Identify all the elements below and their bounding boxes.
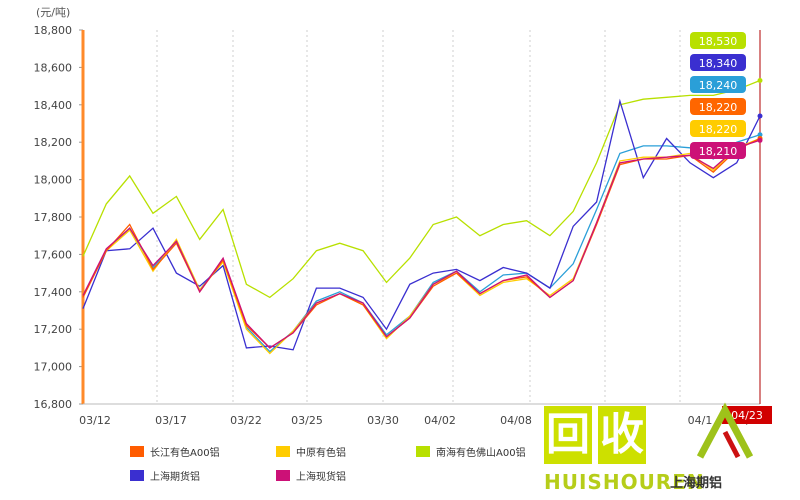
x-tick-label: 03/25	[291, 414, 323, 427]
end-value-label: 18,210	[699, 145, 738, 158]
cursor-date-label: 04/23	[731, 409, 763, 422]
x-tick-label: 04/02	[424, 414, 456, 427]
series-end-point	[757, 113, 763, 119]
watermark: 回 收 HUISHOUREN 上海期铝	[540, 400, 800, 500]
unit-label: (元/吨)	[36, 6, 71, 19]
legend-item: 上海现货铝	[276, 468, 346, 483]
series-line	[82, 137, 761, 355]
x-tick-label: 04/1	[688, 414, 713, 427]
y-tick-label: 17,200	[34, 323, 73, 336]
end-value-badge	[690, 54, 746, 71]
legend-item: 南海有色佛山A00铝	[416, 444, 526, 459]
end-value-badge	[690, 76, 746, 93]
y-tick-label: 18,400	[34, 99, 73, 112]
end-value-badge	[690, 142, 746, 159]
series-line	[82, 98, 761, 351]
legend-swatch	[130, 470, 144, 481]
series-line	[82, 139, 761, 349]
y-tick-label: 18,800	[34, 24, 73, 37]
x-tick-label: 03/17	[155, 414, 187, 427]
end-value-badge	[690, 120, 746, 137]
legend-item: 上海期货铝	[130, 468, 200, 483]
legend-label: 中原有色铝	[296, 448, 346, 459]
legend-swatch	[130, 446, 144, 457]
legend-label: 上海现货铝	[296, 472, 346, 483]
end-value-label: 18,240	[699, 79, 738, 92]
legend-swatch	[416, 446, 430, 457]
y-tick-label: 17,000	[34, 361, 73, 374]
end-value-badge	[690, 32, 746, 49]
watermark-latin: HUISHOUREN	[544, 470, 705, 494]
y-tick-label: 16,800	[34, 398, 73, 411]
series-end-point	[757, 132, 763, 138]
end-value-label: 18,220	[699, 123, 738, 136]
series-line	[82, 137, 761, 349]
series-end-point	[757, 137, 763, 143]
x-tick-label: 03/30	[367, 414, 399, 427]
x-tick-label: 04/08	[500, 414, 532, 427]
y-tick-label: 18,200	[34, 136, 73, 149]
end-value-badge	[690, 98, 746, 115]
end-value-label: 18,530	[699, 35, 738, 48]
legend-item: 中原有色铝	[276, 444, 346, 459]
y-tick-label: 18,000	[34, 174, 73, 187]
end-value-label: 18,340	[699, 57, 738, 70]
legend-label: 上海期货铝	[150, 472, 200, 483]
watermark-char-2: 收	[598, 406, 646, 464]
cursor-date-box	[722, 406, 772, 424]
series-line	[82, 79, 761, 299]
legend: 长江有色A00铝 中原有色铝 南海有色佛山A00铝上海期货铝 上海现货铝	[130, 440, 730, 490]
series-end-point	[757, 77, 763, 83]
recycle-logo-icon	[696, 402, 754, 459]
series-line	[82, 134, 761, 353]
y-tick-label: 17,800	[34, 211, 73, 224]
legend-swatch	[276, 446, 290, 457]
y-tick-label: 17,400	[34, 286, 73, 299]
y-tick-label: 18,600	[34, 61, 73, 74]
legend-item: 长江有色A00铝	[130, 444, 220, 459]
legend-label: 长江有色A00铝	[150, 448, 220, 459]
x-tick-label: 03/22	[230, 414, 262, 427]
watermark-caption: 上海期铝	[670, 476, 723, 491]
watermark-char-1: 回	[544, 406, 592, 464]
y-tick-label: 17,600	[34, 248, 73, 261]
end-value-label: 18,220	[699, 101, 738, 114]
legend-label: 南海有色佛山A00铝	[436, 448, 526, 459]
legend-swatch	[276, 470, 290, 481]
x-tick-label: 03/12	[79, 414, 111, 427]
